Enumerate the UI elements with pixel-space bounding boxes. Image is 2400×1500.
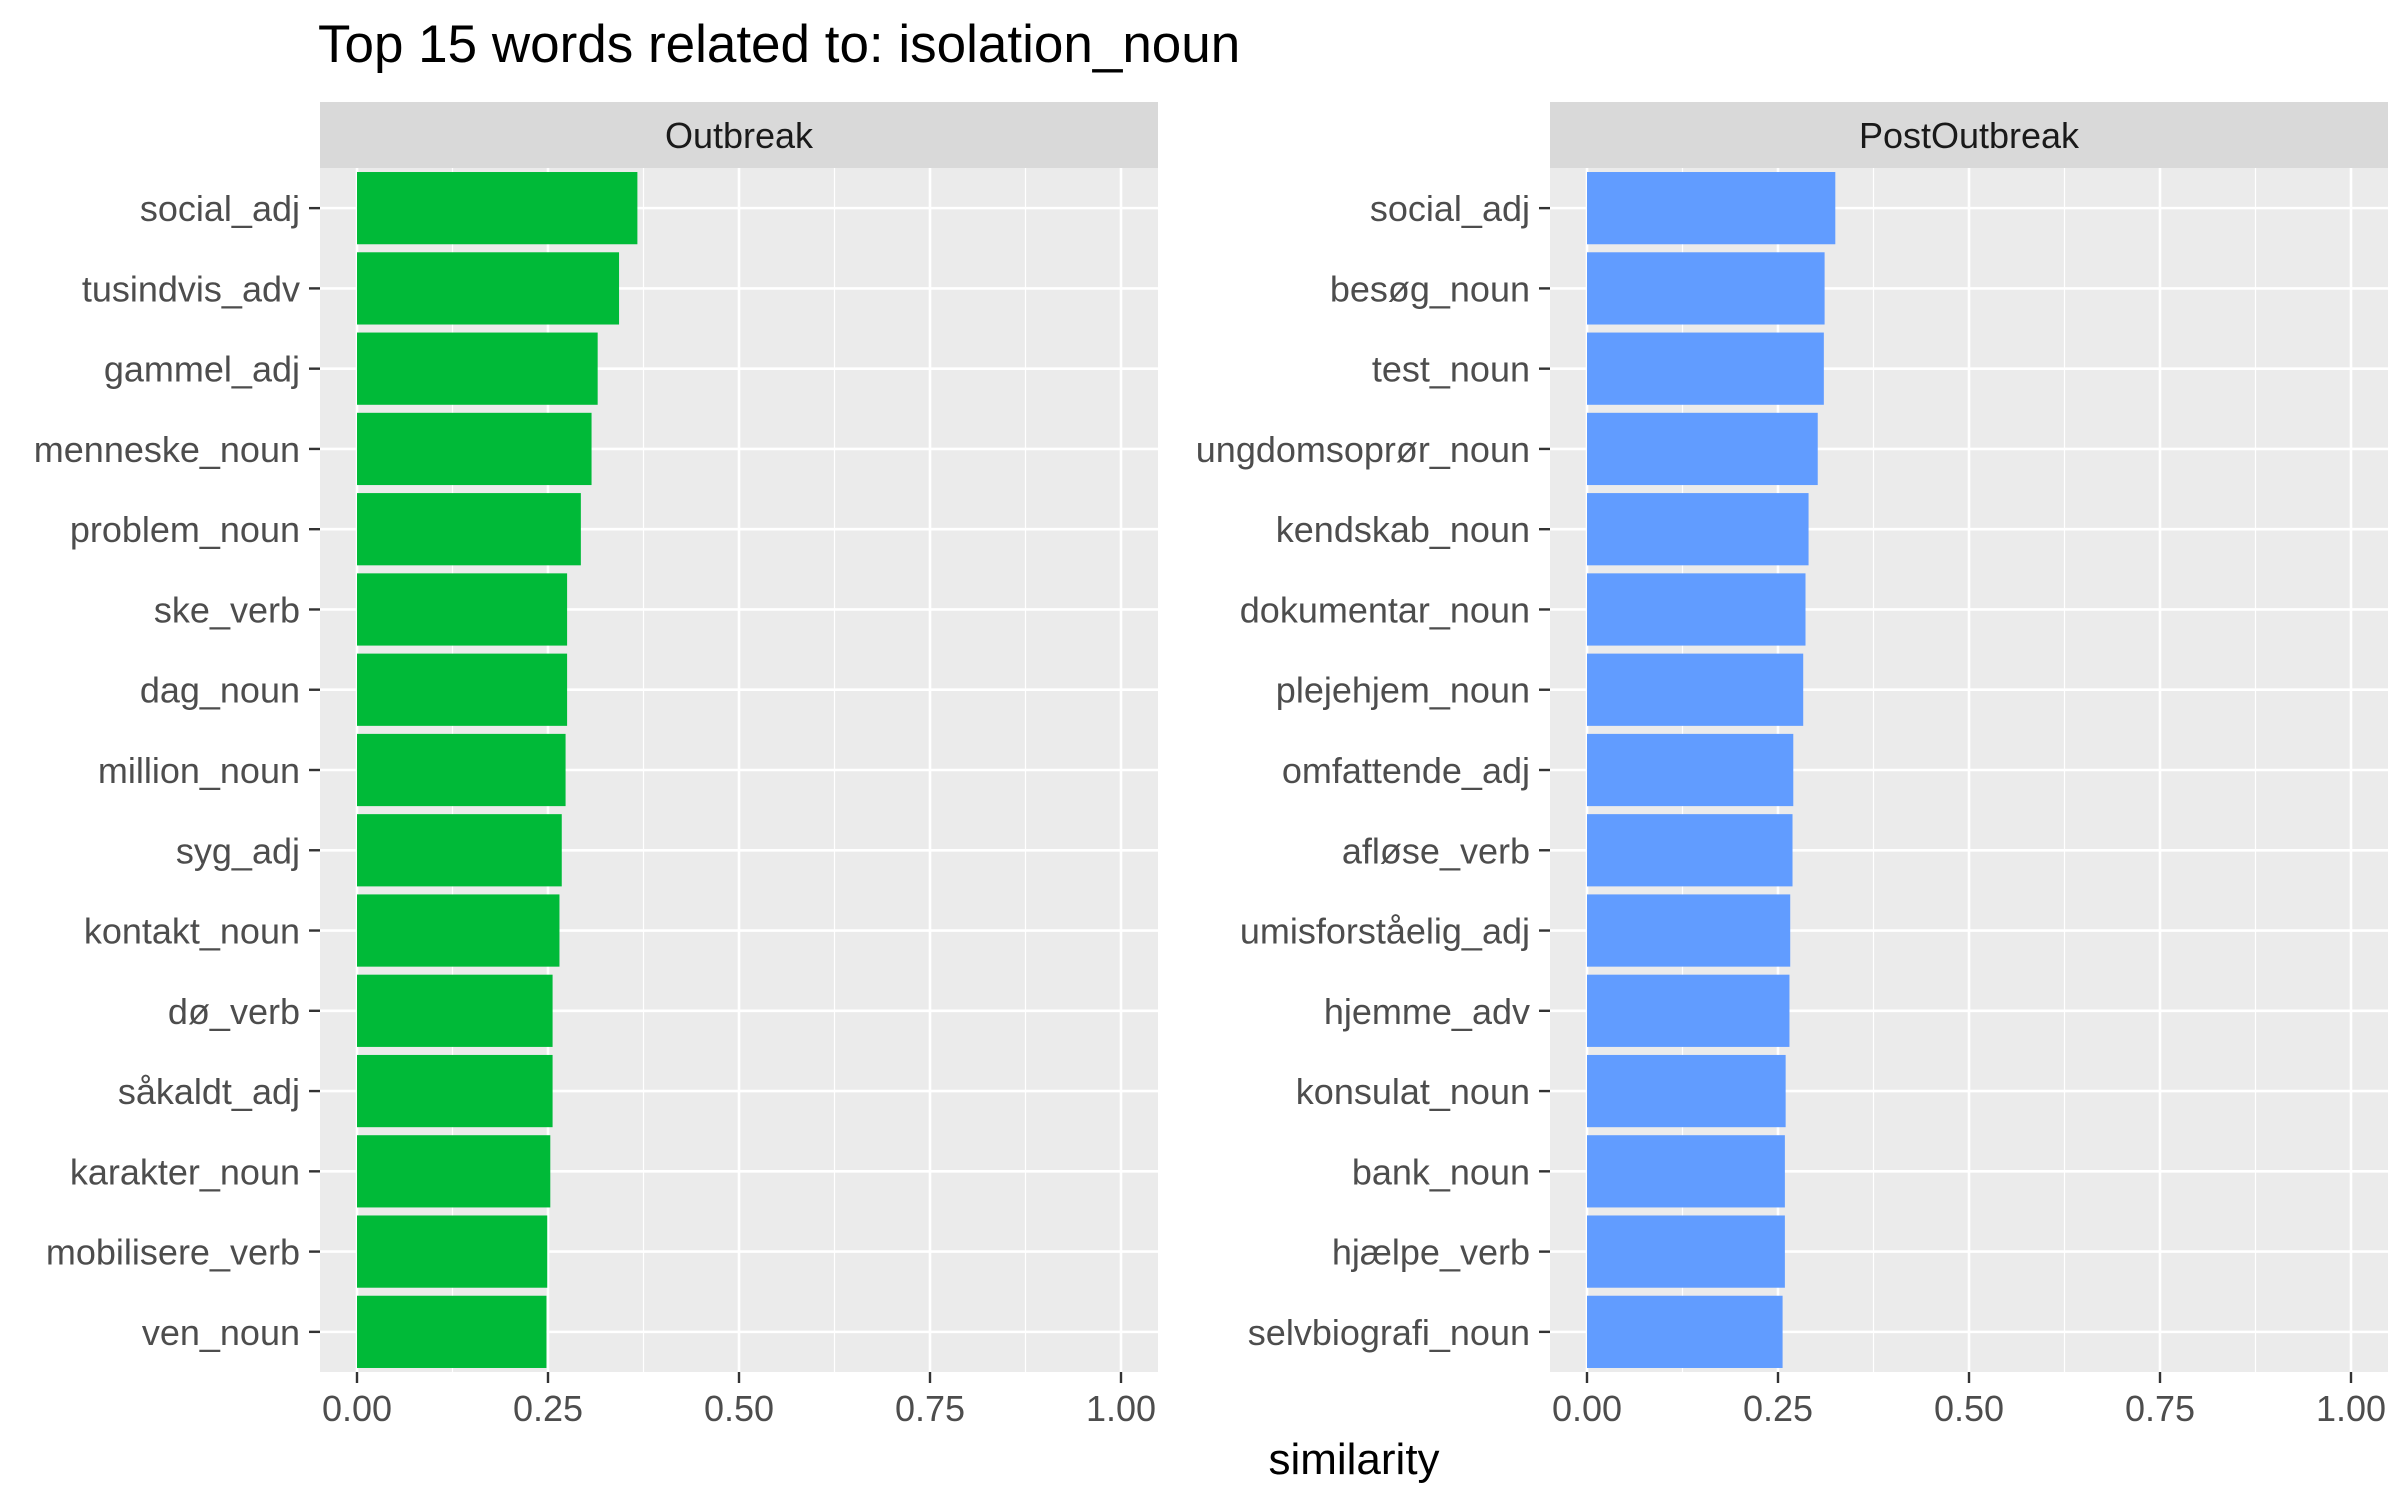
y-tick-label: plejehjem_noun bbox=[1276, 670, 1530, 711]
y-tick-label: test_noun bbox=[1372, 349, 1530, 390]
facet-strip-label: Outbreak bbox=[665, 115, 814, 156]
x-axis-title: similarity bbox=[1268, 1435, 1439, 1484]
bar-kendskab_noun bbox=[1587, 493, 1809, 566]
y-tick-label: såkaldt_adj bbox=[118, 1071, 300, 1112]
y-tick-label: dø_verb bbox=[168, 991, 300, 1032]
bar-menneske_noun bbox=[357, 412, 592, 486]
bar-såkaldt_adj bbox=[357, 1054, 553, 1128]
x-tick-label: 0.50 bbox=[1934, 1388, 2004, 1429]
bar-dø_verb bbox=[357, 974, 553, 1047]
y-tick-label: tusindvis_adv bbox=[82, 268, 300, 309]
y-tick-label: ven_noun bbox=[142, 1312, 300, 1353]
bar-mobilisere_verb bbox=[357, 1215, 548, 1288]
y-tick-label: selvbiografi_noun bbox=[1248, 1312, 1530, 1353]
y-tick-label: million_noun bbox=[98, 750, 300, 791]
bar-selvbiografi_noun bbox=[1587, 1295, 1783, 1368]
y-tick-label: dag_noun bbox=[140, 670, 300, 711]
x-tick-label: 1.00 bbox=[1086, 1388, 1156, 1429]
y-tick-label: gammel_adj bbox=[104, 349, 300, 390]
y-tick-label: kontakt_noun bbox=[84, 911, 300, 952]
bar-syg_adj bbox=[357, 814, 562, 887]
x-tick-label: 1.00 bbox=[2316, 1388, 2386, 1429]
y-tick-label: kendskab_noun bbox=[1276, 509, 1530, 550]
y-tick-label: karakter_noun bbox=[70, 1151, 300, 1192]
bar-ven_noun bbox=[357, 1295, 547, 1368]
y-tick-label: omfattende_adj bbox=[1282, 750, 1530, 791]
y-tick-label: hjemme_adv bbox=[1324, 991, 1530, 1032]
bar-dag_noun bbox=[357, 653, 568, 726]
x-tick-label: 0.00 bbox=[1552, 1388, 1622, 1429]
bar-social_adj bbox=[357, 172, 638, 245]
bar-problem_noun bbox=[357, 493, 581, 566]
bar-dokumentar_noun bbox=[1587, 573, 1806, 646]
bar-omfattende_adj bbox=[1587, 733, 1794, 807]
y-tick-label: social_adj bbox=[140, 188, 300, 229]
y-tick-label: problem_noun bbox=[70, 509, 300, 550]
y-tick-label: hjælpe_verb bbox=[1332, 1232, 1530, 1273]
bar-umisforståelig_adj bbox=[1587, 894, 1791, 967]
bar-ske_verb bbox=[357, 573, 568, 646]
panel-outbreak: Outbreak social_adj tusindvis_adv gammel_ad… bbox=[34, 102, 1158, 1429]
x-tick-label: 0.75 bbox=[2125, 1388, 2195, 1429]
bar-ungdomsoprør_noun bbox=[1587, 412, 1818, 486]
facet-strip-label: PostOutbreak bbox=[1859, 115, 2080, 156]
facet-strip bbox=[1550, 102, 2388, 168]
facet-strip bbox=[320, 102, 1158, 168]
panel-postoutbreak: PostOutbreak social_adj besøg_noun test_nou… bbox=[1196, 102, 2388, 1429]
x-tick-label: 0.25 bbox=[513, 1388, 583, 1429]
y-tick-label: bank_noun bbox=[1352, 1151, 1530, 1192]
bar-plejehjem_noun bbox=[1587, 653, 1804, 726]
bar-kontakt_noun bbox=[357, 894, 560, 967]
bar-test_noun bbox=[1587, 332, 1824, 405]
bar-social_adj bbox=[1587, 172, 1836, 245]
bar-hjemme_adv bbox=[1587, 974, 1790, 1047]
y-tick-label: ungdomsoprør_noun bbox=[1196, 429, 1530, 470]
y-tick-label: afløse_verb bbox=[1342, 830, 1530, 871]
y-tick-label: umisforståelig_adj bbox=[1240, 911, 1530, 952]
bar-konsulat_noun bbox=[1587, 1054, 1786, 1128]
x-tick-label: 0.00 bbox=[322, 1388, 392, 1429]
bar-hjælpe_verb bbox=[1587, 1215, 1785, 1288]
bar-tusindvis_adv bbox=[357, 252, 620, 325]
y-tick-label: ske_verb bbox=[154, 589, 300, 630]
bar-gammel_adj bbox=[357, 332, 598, 405]
y-tick-label: social_adj bbox=[1370, 188, 1530, 229]
bar-bank_noun bbox=[1587, 1135, 1785, 1208]
bar-besøg_noun bbox=[1587, 252, 1825, 325]
x-tick-label: 0.50 bbox=[704, 1388, 774, 1429]
bar-million_noun bbox=[357, 733, 566, 807]
chart-title: Top 15 words related to: isolation_noun bbox=[318, 15, 1240, 74]
bar-karakter_noun bbox=[357, 1135, 551, 1208]
y-tick-label: dokumentar_noun bbox=[1240, 589, 1530, 630]
x-tick-label: 0.25 bbox=[1743, 1388, 1813, 1429]
x-tick-label: 0.75 bbox=[895, 1388, 965, 1429]
y-tick-label: syg_adj bbox=[176, 830, 300, 871]
y-tick-label: mobilisere_verb bbox=[46, 1232, 300, 1273]
bar-afløse_verb bbox=[1587, 814, 1793, 887]
y-tick-label: besøg_noun bbox=[1330, 268, 1530, 309]
panels: Outbreak social_adj tusindvis_adv gammel_ad… bbox=[34, 102, 2388, 1429]
y-tick-label: menneske_noun bbox=[34, 429, 300, 470]
y-tick-label: konsulat_noun bbox=[1296, 1071, 1530, 1112]
